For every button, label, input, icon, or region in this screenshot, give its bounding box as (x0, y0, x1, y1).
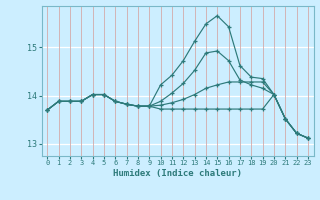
X-axis label: Humidex (Indice chaleur): Humidex (Indice chaleur) (113, 169, 242, 178)
